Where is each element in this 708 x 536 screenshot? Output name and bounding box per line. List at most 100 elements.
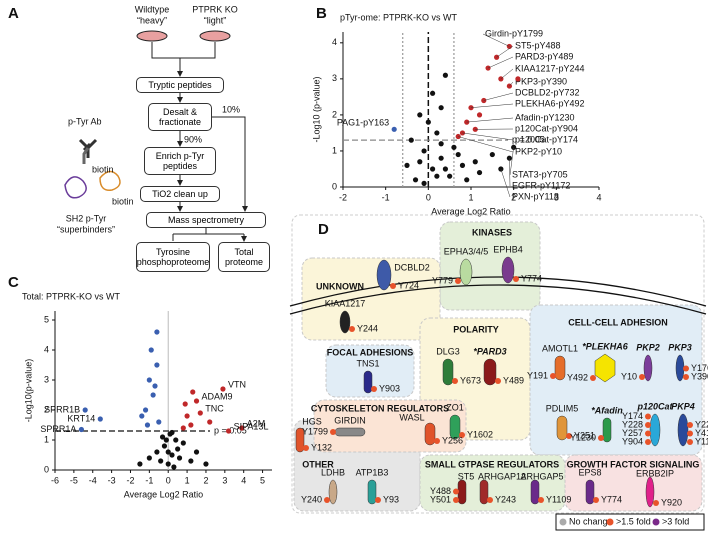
site-label: Y93 bbox=[383, 494, 399, 504]
data-point bbox=[442, 72, 448, 78]
data-point bbox=[455, 151, 461, 158]
protein bbox=[376, 259, 392, 291]
protein bbox=[643, 354, 653, 382]
site-dot bbox=[645, 422, 651, 428]
sample-label: “light” bbox=[204, 15, 227, 25]
protein bbox=[585, 479, 595, 505]
data-point bbox=[154, 449, 160, 455]
data-point bbox=[421, 180, 427, 186]
site-label: Y191 bbox=[527, 370, 548, 380]
point-label: p120Cat-pY174 bbox=[515, 134, 578, 144]
point-label: PLEKHA6-pY492 bbox=[515, 98, 585, 108]
protein-name: ERBB2IP bbox=[636, 468, 674, 478]
protein-name: LDHB bbox=[321, 467, 345, 477]
workflow-step: Tyrosine phosphoproteome bbox=[136, 242, 210, 272]
protein-name: KIAA1217 bbox=[325, 298, 366, 308]
split-label: 90% bbox=[184, 134, 202, 144]
y-tick-label: 0 bbox=[332, 181, 337, 191]
leader-line bbox=[509, 147, 514, 176]
data-point bbox=[203, 461, 209, 467]
group-title: CELL-CELL ADHESION bbox=[568, 317, 668, 327]
data-point bbox=[197, 410, 203, 416]
antibody-label: p-Tyr Ab bbox=[68, 116, 102, 126]
threshold-label: p = 0.05 bbox=[512, 135, 545, 145]
site-dot bbox=[303, 445, 309, 451]
x-tick-label: 1 bbox=[468, 192, 473, 202]
x-tick-label: 3 bbox=[222, 475, 227, 485]
site-dot bbox=[487, 497, 493, 503]
legend-box bbox=[555, 513, 705, 531]
site-dot bbox=[455, 278, 461, 284]
x-tick-label: 3 bbox=[554, 192, 559, 202]
site-label: Y243 bbox=[495, 494, 516, 504]
site-dot bbox=[645, 439, 651, 445]
panel-label: A bbox=[8, 5, 19, 22]
protein bbox=[295, 427, 305, 453]
protein-name: PDLIM5 bbox=[546, 403, 579, 413]
point-label: A2M bbox=[247, 418, 266, 428]
protein bbox=[602, 417, 612, 443]
data-point bbox=[438, 141, 444, 147]
site-label: Y774 bbox=[521, 273, 542, 283]
site-label: Y176 bbox=[691, 363, 708, 373]
protein-name: PKP2 bbox=[636, 342, 660, 352]
data-point bbox=[391, 126, 397, 132]
y-tick-label: 3 bbox=[44, 374, 49, 384]
biotin-label: biotin bbox=[112, 196, 134, 206]
point-label: PARD3-pY489 bbox=[515, 51, 573, 61]
data-point bbox=[425, 119, 431, 125]
protein bbox=[459, 258, 473, 286]
point-label: p120Cat-pY904 bbox=[515, 123, 578, 133]
x-tick-label: 2 bbox=[203, 475, 208, 485]
data-point bbox=[169, 452, 175, 458]
y-tick-label: 4 bbox=[332, 37, 337, 47]
protein bbox=[556, 415, 568, 441]
data-point bbox=[97, 416, 103, 422]
protein-name: PKP4 bbox=[671, 401, 695, 411]
point-label: Girdin-pY1799 bbox=[485, 28, 543, 38]
group-region bbox=[529, 304, 703, 456]
data-point bbox=[434, 173, 440, 179]
data-point bbox=[165, 449, 171, 455]
data-point bbox=[220, 386, 226, 392]
site-dot bbox=[330, 429, 336, 435]
site-dot bbox=[538, 497, 544, 503]
data-point bbox=[408, 137, 414, 143]
leader-line bbox=[462, 132, 514, 141]
data-point bbox=[447, 173, 453, 179]
site-dot bbox=[683, 374, 689, 380]
site-label: Y1168 bbox=[695, 436, 708, 446]
site-dot bbox=[687, 430, 693, 437]
protein-name: DCBLD2 bbox=[394, 262, 430, 272]
data-point bbox=[176, 455, 183, 461]
x-tick-label: 0 bbox=[426, 192, 431, 202]
protein-name: ARHGAP5 bbox=[520, 471, 563, 481]
site-label: Y904 bbox=[622, 436, 643, 446]
protein-name: EPS8 bbox=[578, 467, 601, 477]
x-tick-label: -2 bbox=[126, 475, 134, 485]
group-region bbox=[419, 454, 566, 512]
workflow-step: Tryptic peptides bbox=[136, 77, 224, 93]
leader-line bbox=[466, 117, 514, 123]
point-label: ST5-pY488 bbox=[515, 40, 561, 50]
x-tick-label: -1 bbox=[145, 475, 153, 485]
site-label: Y1602 bbox=[467, 429, 493, 439]
membrane bbox=[289, 284, 707, 315]
protein bbox=[442, 358, 454, 386]
x-tick-label: -5 bbox=[70, 475, 78, 485]
point-label: ADAM9 bbox=[202, 391, 233, 401]
site-label: Y501 bbox=[430, 494, 451, 504]
y-axis-label: -Log10(p-value) bbox=[23, 359, 33, 423]
data-point bbox=[506, 155, 512, 161]
protein bbox=[479, 479, 489, 505]
site-label: Y774 bbox=[601, 494, 622, 504]
site-label: Y1109 bbox=[546, 494, 571, 504]
split-label: 10% bbox=[222, 104, 240, 114]
workflow-step: Total proteome bbox=[218, 242, 270, 272]
data-point bbox=[459, 162, 466, 168]
protein bbox=[339, 310, 351, 334]
protein bbox=[645, 476, 655, 508]
data-point bbox=[182, 401, 188, 407]
